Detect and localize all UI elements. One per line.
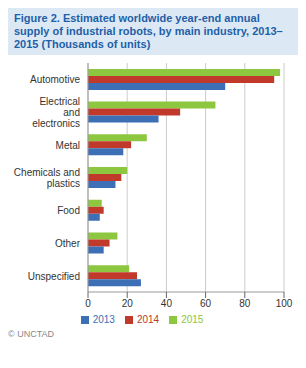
svg-text:Metal: Metal <box>56 139 80 150</box>
svg-text:Chemicals andplastics: Chemicals andplastics <box>14 167 80 189</box>
svg-text:Automotive: Automotive <box>30 74 80 85</box>
svg-text:20: 20 <box>122 298 134 309</box>
html-text:© UNCTAD: © UNCTAD <box>8 329 54 339</box>
svg-text:40: 40 <box>161 298 173 309</box>
html-text:2015: 2015 <box>181 314 204 325</box>
html-text:2014: 2014 <box>136 314 160 325</box>
html-text:Figure 2. Estimated worldwide: Figure 2. Estimated worldwide year-end a… <box>14 12 283 50</box>
svg-text:Electricalandelectronics: Electricalandelectronics <box>32 96 80 129</box>
svg-text:Unspecified: Unspecified <box>28 270 80 281</box>
svg-text:100: 100 <box>276 298 293 309</box>
svg-text:0: 0 <box>85 298 91 309</box>
html-text:2013: 2013 <box>92 314 115 325</box>
svg-text:Food: Food <box>57 205 80 216</box>
svg-text:60: 60 <box>200 298 212 309</box>
svg-text:Other: Other <box>55 237 81 248</box>
svg-text:80: 80 <box>239 298 251 309</box>
